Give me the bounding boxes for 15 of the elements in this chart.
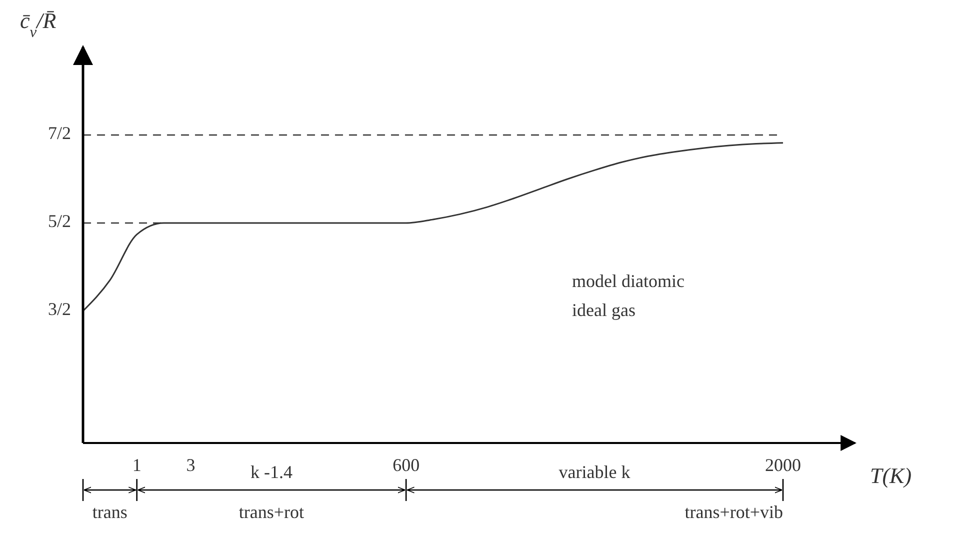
text: trans+rot <box>238 502 304 522</box>
y-axis-title: c̄$_{v}$/R̄ <box>20 8 57 40</box>
text: trans <box>92 502 128 522</box>
text: trans+rot+vib <box>684 502 783 522</box>
y-tick-label: 7/2 <box>48 123 71 144</box>
annotation: model diatomic ideal gas <box>572 271 684 320</box>
y-tick-label: 3/2 <box>48 299 71 320</box>
x-tick-label: 2000 <box>765 455 801 475</box>
x-tick-label: 3 <box>186 455 196 475</box>
text: k -1.4 <box>250 462 292 482</box>
y-tick-label: 5/2 <box>48 211 71 232</box>
x-tick-label: 1 <box>132 455 142 475</box>
x-tick-label: 600 <box>392 455 420 475</box>
x-axis-title: T(K) <box>870 463 912 488</box>
text: variable k <box>558 462 630 482</box>
